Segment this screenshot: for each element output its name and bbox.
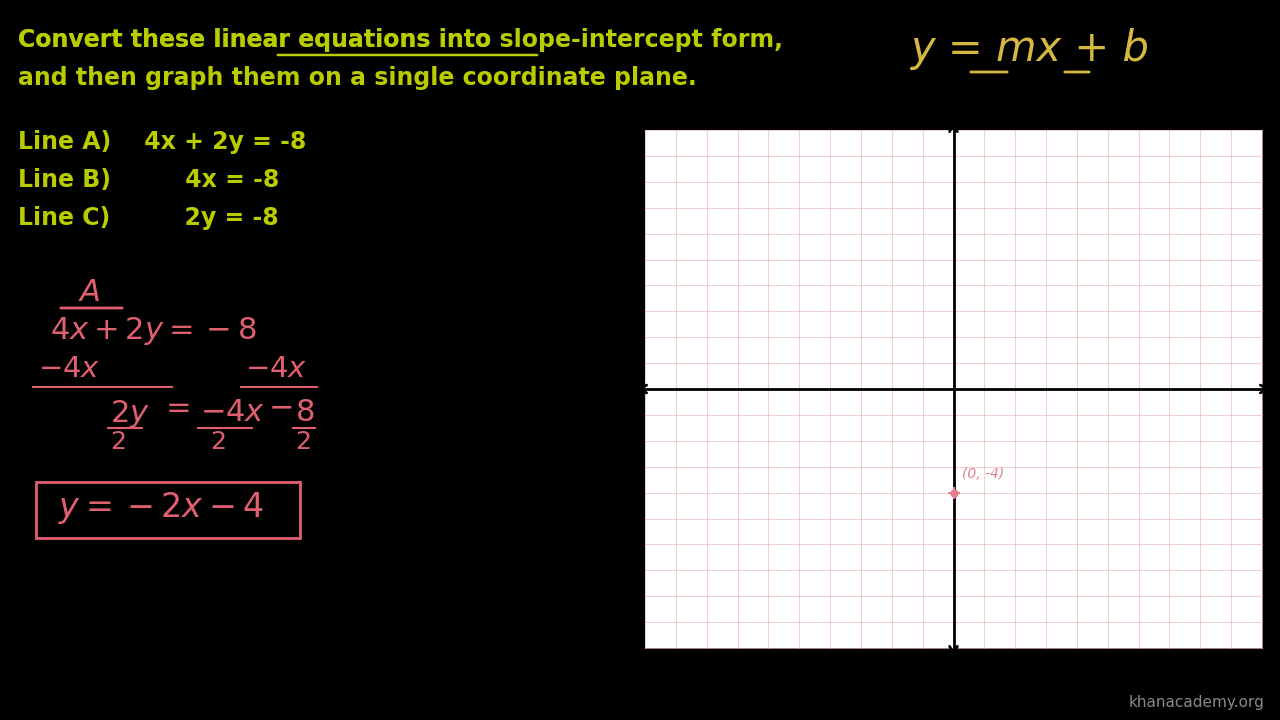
- Text: $\mathit{4x + 2y = -8}$: $\mathit{4x + 2y = -8}$: [50, 315, 256, 347]
- Text: Line B)         4x = -8: Line B) 4x = -8: [18, 168, 279, 192]
- Text: (0, -4): (0, -4): [961, 467, 1004, 481]
- Text: $\mathit{2}$: $\mathit{2}$: [210, 430, 225, 454]
- Text: $\mathit{-4x}$: $\mathit{-4x}$: [244, 355, 307, 383]
- Text: y = mx + b: y = mx + b: [910, 28, 1149, 70]
- Text: $\mathit{= }$: $\mathit{= }$: [160, 392, 191, 421]
- Text: khanacademy.org: khanacademy.org: [1129, 695, 1265, 710]
- Text: $\mathit{-}$: $\mathit{-}$: [268, 392, 292, 421]
- Text: Line C)         2y = -8: Line C) 2y = -8: [18, 206, 279, 230]
- Text: Line A)    4x + 2y = -8: Line A) 4x + 2y = -8: [18, 130, 306, 154]
- Text: Convert these linear equations into slope-intercept form,: Convert these linear equations into slop…: [18, 28, 783, 52]
- Bar: [645, 130, 1262, 648]
- Text: $\mathit{2}$: $\mathit{2}$: [294, 430, 311, 454]
- Text: Convert these linear equations into: Convert these linear equations into: [18, 28, 499, 52]
- Text: and then graph them on a single coordinate plane.: and then graph them on a single coordina…: [18, 66, 696, 90]
- Text: $\mathit{-4x}$: $\mathit{-4x}$: [38, 355, 100, 383]
- Text: $\mathit{-4x}$: $\mathit{-4x}$: [200, 398, 265, 427]
- Text: $\mathit{2}$: $\mathit{2}$: [110, 430, 125, 454]
- Text: A: A: [79, 278, 101, 307]
- Text: $\mathit{y = -2x - 4}$: $\mathit{y = -2x - 4}$: [58, 490, 264, 526]
- Text: $\mathit{2y}$: $\mathit{2y}$: [110, 398, 150, 430]
- Text: $\mathit{8}$: $\mathit{8}$: [294, 398, 315, 427]
